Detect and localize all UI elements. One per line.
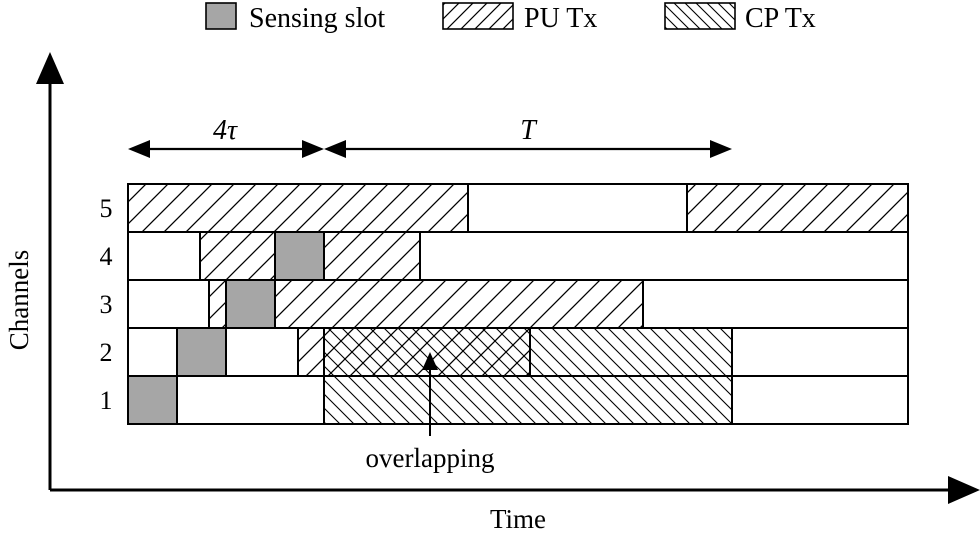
channel-label-1: 1 xyxy=(100,386,113,415)
legend-cp-swatch xyxy=(664,2,736,30)
ch4-pu-tx-block-a xyxy=(199,231,276,281)
legend-sensing-label: Sensing slot xyxy=(249,3,385,34)
x-axis-label: Time xyxy=(490,504,546,534)
ch3-pu-tx-block-a xyxy=(208,279,227,329)
ch3-sensing-slot xyxy=(225,279,276,329)
legend-pu-label: PU Tx xyxy=(524,3,597,34)
channel-row-3 xyxy=(127,279,909,329)
legend-cp-label: CP Tx xyxy=(745,3,816,34)
channel-row-1 xyxy=(127,375,909,425)
ch5-idle-block xyxy=(467,183,688,233)
channel-label-5: 5 xyxy=(100,194,113,223)
ch2-cp-tx-block xyxy=(529,327,733,377)
ch5-pu-tx-block-b xyxy=(686,183,909,233)
ch2-idle-block-b xyxy=(225,327,299,377)
channel-row-4 xyxy=(127,231,909,281)
x-axis-arrowhead xyxy=(948,476,980,504)
channel-row-5 xyxy=(127,183,909,233)
ch1-idle-block-b xyxy=(731,375,909,425)
y-axis-arrowhead xyxy=(36,52,64,84)
ch3-idle-block-a xyxy=(127,279,210,329)
span-T-right-arrowhead xyxy=(710,140,732,158)
ch4-idle-block-a xyxy=(127,231,201,281)
ch1-cp-tx-block xyxy=(323,375,733,425)
legend-pu-swatch xyxy=(442,2,514,30)
ch1-sensing-slot xyxy=(127,375,178,425)
span-4tau-left-arrowhead xyxy=(128,140,150,158)
overlapping-label: overlapping xyxy=(366,443,495,473)
channel-label-4: 4 xyxy=(100,242,113,271)
ch4-pu-tx-block-b xyxy=(323,231,421,281)
ch2-idle-block-c xyxy=(731,327,909,377)
overlapping-annotation: overlapping xyxy=(366,352,495,473)
axes: Channels Time xyxy=(4,52,980,534)
channel-label-2: 2 xyxy=(100,338,113,367)
dimension-markers: 4τ T xyxy=(128,115,732,158)
legend-sensing-swatch xyxy=(205,2,237,30)
y-axis-label: Channels xyxy=(4,250,34,351)
span-T-left-arrowhead xyxy=(324,140,346,158)
ch4-sensing-slot xyxy=(274,231,325,281)
span-T-label: T xyxy=(520,115,538,146)
ch2-idle-block-a xyxy=(127,327,178,377)
ch4-idle-block-b xyxy=(419,231,909,281)
ch3-idle-block-b xyxy=(642,279,909,329)
span-4tau-right-arrowhead xyxy=(302,140,324,158)
channel-labels: 5 4 3 2 1 xyxy=(100,194,113,415)
ch1-idle-block-a xyxy=(176,375,325,425)
channel-row-2 xyxy=(127,327,909,377)
ch2-sensing-slot xyxy=(176,327,227,377)
span-4tau-label: 4τ xyxy=(213,115,238,146)
ch5-pu-tx-block-a xyxy=(127,183,469,233)
ch3-pu-tx-block-b xyxy=(274,279,644,329)
legend: Sensing slot PU Tx CP Tx xyxy=(205,2,816,34)
overlapping-pointer-arrowhead xyxy=(422,352,438,370)
channel-label-3: 3 xyxy=(100,290,113,319)
ch2-pu-tx-block xyxy=(297,327,325,377)
